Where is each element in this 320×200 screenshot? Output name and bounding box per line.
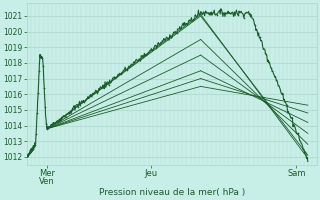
X-axis label: Pression niveau de la mer( hPa ): Pression niveau de la mer( hPa ) [99, 188, 245, 197]
